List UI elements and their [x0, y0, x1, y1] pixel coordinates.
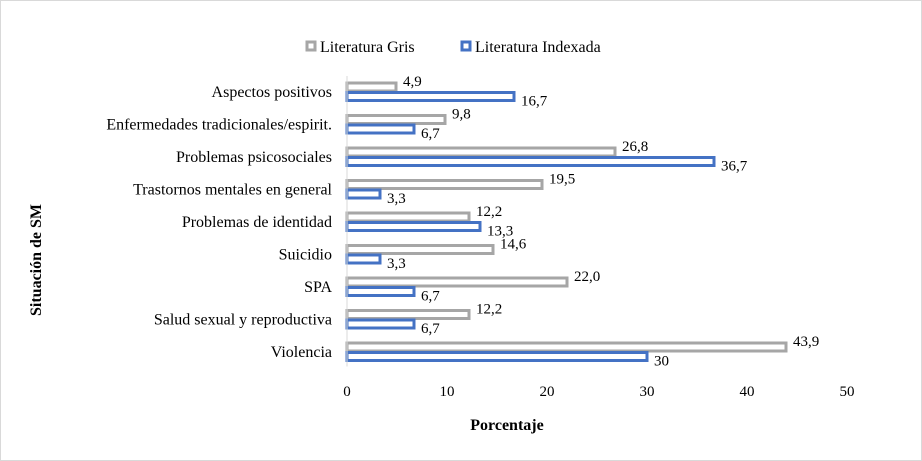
data-label: 3,3: [387, 191, 406, 207]
category-label: Problemas de identidad: [182, 214, 332, 231]
data-label: 12,2: [476, 204, 502, 220]
bar-indexada: [345, 351, 649, 362]
bar-gris: [345, 146, 617, 158]
data-label: 12,2: [476, 302, 502, 318]
bar-gris: [345, 276, 569, 288]
x-tick-label: 50: [840, 384, 855, 400]
bar-indexada: [345, 156, 716, 167]
data-label: 30: [654, 354, 669, 370]
bar-gris: [345, 211, 471, 223]
data-label: 22,0: [574, 269, 600, 285]
data-label: 6,7: [421, 289, 440, 305]
data-label: 6,7: [421, 126, 440, 142]
category-label: Trastornos mentales en general: [133, 182, 332, 199]
bar-gris: [345, 114, 447, 125]
x-axis-title: Porcentaje: [470, 417, 543, 434]
data-label: 36,7: [721, 159, 748, 175]
data-label: 9,8: [452, 107, 471, 123]
bars: 4,9 16,7 9,8 6,7 26,8 36,7 19,5 3,3 12,2 13,314,6…: [345, 74, 819, 370]
y-axis-title: Situación de SM: [28, 204, 45, 316]
data-label: 4,9: [403, 74, 422, 90]
bar-indexada: [345, 286, 416, 297]
bar-gris: [345, 341, 788, 353]
bar-indexada: [345, 318, 416, 330]
bar-gris: [345, 244, 495, 255]
bar-gris: [345, 309, 471, 320]
data-label: 6,7: [421, 321, 440, 337]
category-label: Aspectos positivos: [212, 84, 332, 101]
data-label: 43,9: [793, 334, 819, 350]
x-tick-label: 20: [540, 384, 555, 400]
data-label: 26,8: [622, 139, 648, 155]
data-label: 3,3: [387, 256, 406, 272]
legend-label-2: Literatura Indexada: [475, 39, 601, 56]
category-label: Violencia: [271, 344, 332, 361]
bar-indexada: [345, 91, 516, 102]
category-label: Enfermedades tradicionales/espirit.: [106, 117, 332, 134]
bar-indexada: [345, 188, 382, 200]
category-label: Salud sexual y reproductiva: [154, 312, 332, 329]
category-labels: Aspectos positivos Enfermedades tradicion…: [106, 84, 332, 361]
bar-indexada: [345, 221, 482, 232]
x-tick-label: 30: [640, 384, 655, 400]
x-axis: 0 10 20 30 40 50: [343, 76, 855, 400]
x-tick-label: 0: [343, 384, 351, 400]
data-label: 16,7: [521, 94, 548, 110]
bar-gris: [345, 81, 398, 93]
legend: Literatura Gris Literatura Indexada: [305, 39, 601, 56]
legend-swatch-1: [305, 40, 317, 52]
x-tick-label: 40: [740, 384, 755, 400]
legend-label-1: Literatura Gris: [320, 39, 415, 56]
legend-swatch-2: [460, 40, 472, 52]
x-tick-label: 10: [440, 384, 455, 400]
data-label: 14,6: [500, 237, 527, 253]
bar-indexada: [345, 253, 382, 265]
category-label: SPA: [304, 279, 332, 296]
data-label: 13,3: [487, 224, 513, 240]
bar-gris: [345, 179, 544, 190]
category-label: Suicidio: [279, 247, 332, 264]
category-label: Problemas psicosociales: [176, 149, 332, 166]
bar-indexada: [345, 123, 416, 135]
data-label: 19,5: [549, 172, 575, 188]
